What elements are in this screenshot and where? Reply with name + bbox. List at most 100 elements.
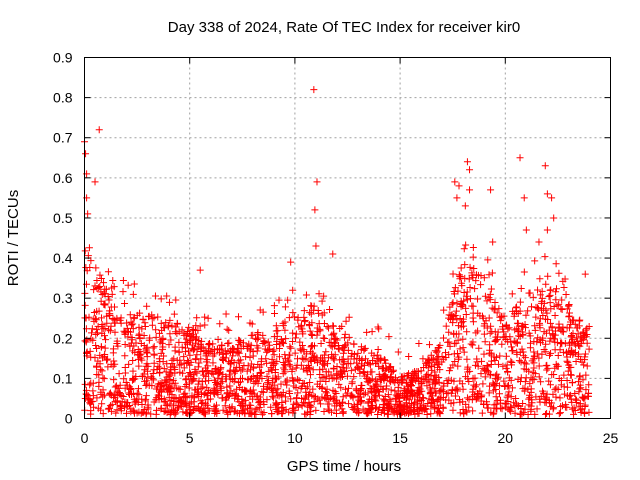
data-point [477,392,485,400]
data-point [260,382,268,390]
data-point [537,378,545,386]
data-point [479,380,487,388]
data-point [130,375,138,383]
data-point [89,387,97,395]
data-point [289,329,297,337]
data-point [333,410,341,418]
y-tick-label: 0.8 [53,90,73,106]
data-point [197,348,205,356]
data-point [498,340,506,348]
data-point [531,322,539,330]
data-point [225,326,233,334]
data-point [243,367,251,375]
y-tick-label: 0.9 [53,50,73,66]
data-point [385,333,393,341]
data-point [531,410,539,418]
data-point [241,388,249,396]
data-point [304,403,312,411]
data-point [144,403,152,411]
data-point [153,406,161,414]
data-point [375,391,383,399]
data-point [292,330,300,338]
data-point [279,338,287,346]
data-point [425,395,433,403]
data-point-outlier [581,270,589,278]
data-point [274,385,282,393]
data-point [541,315,549,323]
data-point [380,375,388,383]
data-point [203,401,211,409]
data-point [491,356,499,364]
data-point [281,326,289,334]
data-point [431,371,439,379]
data-point [93,371,101,379]
data-point [166,316,174,324]
data-point [552,285,560,293]
data-point [150,398,158,406]
data-point [560,283,568,291]
data-point [492,380,500,388]
data-point [557,305,565,313]
data-point [343,364,351,372]
data-point [580,395,588,403]
data-point [242,353,250,361]
data-point [459,315,467,323]
data-point [224,409,232,417]
data-point [508,384,516,392]
data-point [300,307,308,315]
data-point [115,370,123,378]
data-point [469,244,477,252]
data-point [121,299,129,307]
data-point [81,247,89,255]
data-point [101,350,109,358]
data-point [100,290,108,298]
data-point [99,374,107,382]
data-point [193,369,201,377]
data-point-outlier [310,86,318,94]
data-point [340,346,348,354]
data-point [380,404,388,412]
data-point [308,342,316,350]
data-point [247,401,255,409]
data-point [485,271,493,279]
data-point [565,301,573,309]
data-point [290,382,298,390]
data-point [116,402,124,410]
data-point [95,283,103,291]
data-point [87,257,95,265]
data-point [141,377,149,385]
data-point [457,279,465,287]
data-point [327,394,335,402]
data-point [95,382,103,390]
data-point [273,341,281,349]
data-point [453,316,461,324]
data-point [256,306,264,314]
data-point [561,275,569,283]
data-point [548,323,556,331]
data-point [543,309,551,317]
data-point [503,393,511,401]
data-point [142,410,150,418]
data-point [422,405,430,413]
data-point [516,307,524,315]
data-point [297,394,305,402]
data-point [427,388,435,396]
data-point [535,373,543,381]
y-tick-label: 0.2 [53,330,73,346]
data-point [450,350,458,358]
data-point [471,285,479,293]
data-point [186,361,194,369]
data-point [570,410,578,418]
data-point [203,366,211,374]
data-point [449,406,457,414]
data-point [402,379,410,387]
x-tick-labels: 0 5 10 15 20 25 [81,430,619,446]
data-point [153,394,161,402]
data-point [521,359,529,367]
data-point [175,403,183,411]
data-point [152,333,160,341]
data-point [384,399,392,407]
data-point [231,407,239,415]
data-point [213,345,221,353]
data-point [367,408,375,416]
